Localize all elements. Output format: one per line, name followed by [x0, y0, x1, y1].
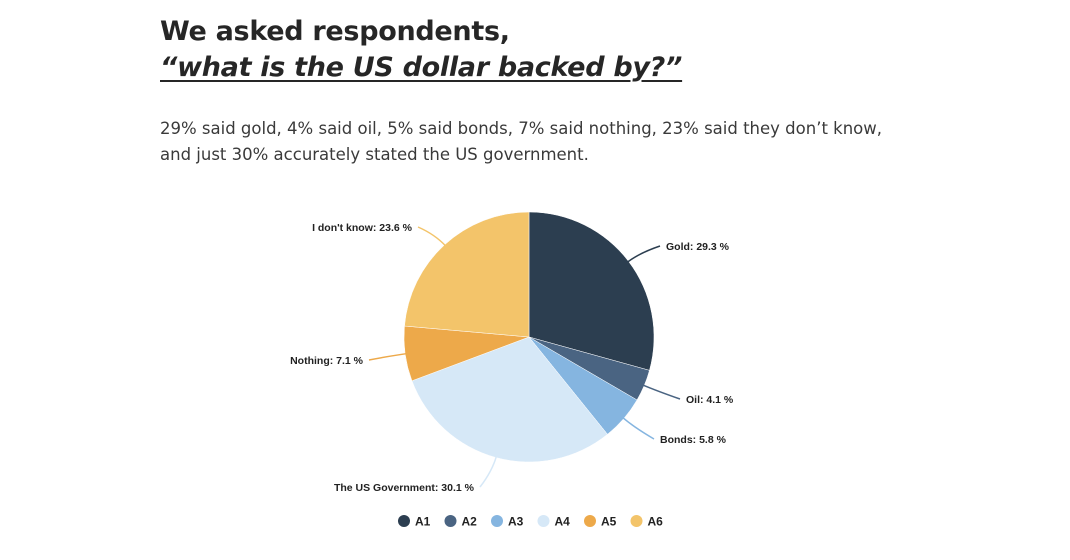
legend-label: A4 [555, 515, 571, 529]
pie-slice-i-don-t-know [404, 211, 530, 338]
legend-item[interactable]: A3 [491, 515, 524, 529]
connector-line [642, 384, 681, 400]
data-label: The US Government: 30.1 % [334, 482, 475, 494]
legend-item[interactable]: A6 [630, 515, 664, 529]
data-label: Oil: 4.1 % [686, 394, 734, 406]
legend-marker [537, 515, 550, 527]
connector-line [626, 245, 661, 264]
summary-text: 29% said gold, 4% said oil, 5% said bond… [160, 116, 920, 168]
data-label: Bonds: 5.8 % [660, 434, 727, 446]
legend-item[interactable]: A2 [444, 515, 478, 529]
legend-label: A3 [508, 515, 524, 529]
legend-marker [630, 515, 643, 527]
connector-line [417, 226, 447, 247]
data-label: Gold: 29.3 % [666, 241, 730, 253]
legend-marker [491, 515, 503, 527]
connector-line [368, 352, 408, 361]
legend-item[interactable]: A5 [584, 515, 617, 529]
legend-label: A2 [462, 515, 478, 529]
connector-line [479, 455, 498, 488]
data-label: I don't know: 23.6 % [312, 222, 413, 234]
legend-marker [398, 515, 410, 527]
connector-line [621, 416, 655, 440]
summary-line-1: 29% said gold, 4% said oil, 5% said bond… [160, 119, 883, 138]
legend-marker [444, 515, 457, 527]
legend-label: A1 [415, 515, 431, 529]
heading-line-1: We asked respondents, [160, 16, 510, 47]
summary-line-2: and just 30% accurately stated the US go… [160, 145, 589, 164]
data-label: Nothing: 7.1 % [290, 355, 364, 367]
legend-item[interactable]: A4 [537, 515, 571, 529]
heading-question: “what is the US dollar backed by?” [160, 52, 683, 83]
legend-item[interactable]: A1 [398, 515, 431, 529]
legend-label: A6 [648, 515, 664, 529]
legend-label: A5 [601, 515, 617, 529]
legend-marker [584, 515, 596, 527]
